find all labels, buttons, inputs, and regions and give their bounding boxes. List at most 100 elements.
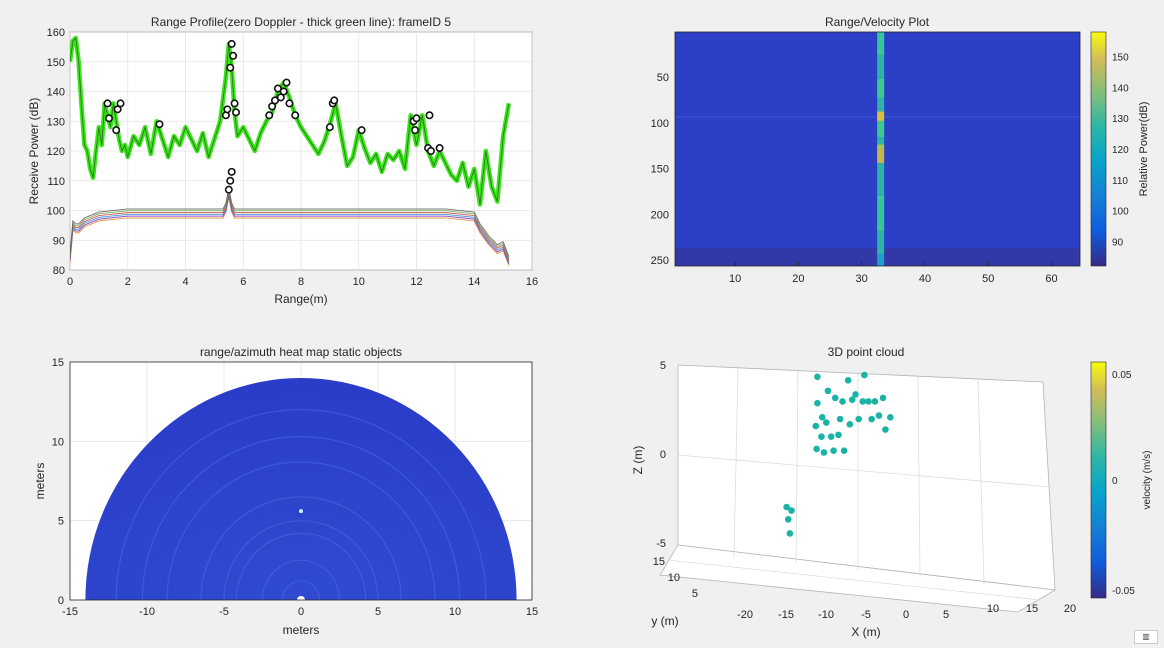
colorbar-tick-label: 90	[1112, 237, 1124, 248]
cloud-point	[839, 398, 846, 405]
zero-doppler-line-core	[70, 37, 510, 205]
range-velocity-colorbar-ticks: 90 100 110 120 130 140 150	[1112, 53, 1129, 249]
range-ring	[235, 532, 367, 600]
velocity-column-cell	[877, 195, 885, 231]
y-tick: 10	[668, 572, 680, 584]
figure-toolbar-icon[interactable]: ▥	[1134, 630, 1158, 644]
cloud-point	[846, 421, 854, 428]
point-cloud-colorbar-ticks: 0.05 0 -0.05	[1112, 370, 1135, 597]
range-velocity-colorbar	[1090, 31, 1107, 267]
range-profile-grid	[69, 31, 533, 271]
x-tick: -20	[737, 609, 753, 621]
detection-point	[226, 176, 235, 185]
x-tick-label: 50	[982, 273, 994, 285]
x-tick-label: 30	[856, 273, 868, 285]
point-cloud-y-label: y (m)	[651, 614, 678, 628]
x-tick: -10	[818, 609, 834, 621]
y-tick-label: 50	[657, 72, 669, 84]
cloud-point	[823, 419, 830, 426]
detection-point	[227, 167, 236, 176]
x-tick: 20	[1064, 603, 1076, 615]
y-tick-label: 15	[52, 357, 64, 369]
cloud-point	[830, 447, 837, 455]
azimuth-y-label: meters	[33, 463, 47, 500]
range-profile-x-label: Range(m)	[274, 292, 327, 306]
range-velocity-x-ticks: 10 20 30 40 50 60	[729, 262, 1058, 285]
detection-point	[223, 105, 232, 114]
detection-point	[155, 120, 164, 129]
azimuth-origin-marker	[297, 596, 305, 600]
range-ring	[166, 461, 436, 600]
range-velocity-y-ticks: 50 100 150 200 250	[651, 72, 669, 267]
range-ring	[281, 580, 321, 600]
y-tick-label: 10	[52, 436, 64, 448]
colorbar-tick-label: 150	[1112, 53, 1129, 64]
cloud-point	[871, 398, 879, 405]
azimuth-x-label: meters	[283, 623, 320, 637]
cloud-point	[784, 516, 792, 523]
range-profile-y-ticks: 80 90 100 110 120 130 140 150 160	[47, 27, 65, 277]
x-tick-label: 40	[919, 273, 931, 285]
x-tick-label: 15	[526, 606, 538, 618]
cloud-point	[814, 373, 821, 381]
azimuth-heat-fan	[85, 377, 517, 600]
x-tick: -15	[778, 609, 794, 621]
y-tick-label: 90	[53, 235, 65, 247]
cloud-point	[875, 412, 883, 419]
x-tick: -5	[861, 609, 871, 621]
x-tick-label: 20	[792, 273, 804, 285]
velocity-column-cell	[877, 254, 885, 266]
colorbar-tick-label: 140	[1112, 83, 1129, 94]
velocity-column-cell	[877, 144, 885, 149]
x-tick-label: -5	[219, 606, 229, 618]
detection-point	[435, 144, 444, 153]
y-tick-label: 130	[47, 116, 65, 128]
x-tick-label: 8	[298, 276, 304, 288]
range-profile-lines	[70, 35, 512, 266]
detection-point	[330, 96, 339, 105]
colorbar-tick-label: 130	[1112, 114, 1129, 125]
detection-point	[265, 111, 274, 120]
y-tick-label: 200	[651, 209, 669, 221]
x-tick-label: -15	[62, 606, 78, 618]
cloud-point	[861, 371, 868, 379]
y-tick-label: 120	[47, 146, 65, 158]
cloud-point	[835, 431, 842, 439]
colorbar-tick-label: 120	[1112, 145, 1129, 156]
detection-point	[291, 111, 300, 120]
cloud-point	[865, 398, 872, 405]
x-tick: 15	[1026, 603, 1038, 615]
cloud-point	[827, 433, 835, 440]
x-tick-label: 60	[1045, 273, 1057, 285]
detection-point	[103, 99, 112, 108]
point-cloud-z-label: Z (m)	[631, 446, 645, 475]
point-cloud-title: 3D point cloud	[828, 345, 905, 359]
range-profile-y-label: Receive Power (dB)	[27, 98, 41, 205]
detection-point	[285, 99, 294, 108]
detection-point	[357, 126, 366, 135]
y-tick-label: 140	[47, 87, 65, 99]
x-tick-label: 16	[526, 276, 538, 288]
detection-point	[426, 147, 435, 156]
azimuth-y-ticks: 0 5 10 15	[52, 357, 64, 607]
detection-point	[104, 114, 113, 123]
velocity-column-cell	[877, 149, 885, 164]
cloud-point	[818, 433, 825, 440]
detection-point	[227, 39, 236, 48]
range-profile-chart: 0 2 4 6 8 10 12 14 16 8090100110120130140150160 …	[27, 15, 538, 306]
cloud-point	[788, 507, 795, 514]
point-cloud-colorbar	[1090, 361, 1107, 599]
cloud-point	[813, 445, 820, 453]
doppler-bin-line	[70, 191, 510, 261]
x-tick-label: 10	[353, 276, 365, 288]
x-tick-label: 0	[298, 606, 304, 618]
detection-point	[411, 126, 420, 135]
velocity-column-cell	[877, 120, 885, 138]
azimuth-title: range/azimuth heat map static objects	[200, 345, 402, 359]
detection-point	[282, 78, 291, 87]
y-tick-label: 80	[53, 265, 65, 277]
velocity-column-cell	[877, 32, 885, 56]
y-tick-label: 150	[651, 164, 669, 176]
point-cloud-back-wall	[659, 364, 1057, 613]
cloud-point	[812, 422, 820, 430]
